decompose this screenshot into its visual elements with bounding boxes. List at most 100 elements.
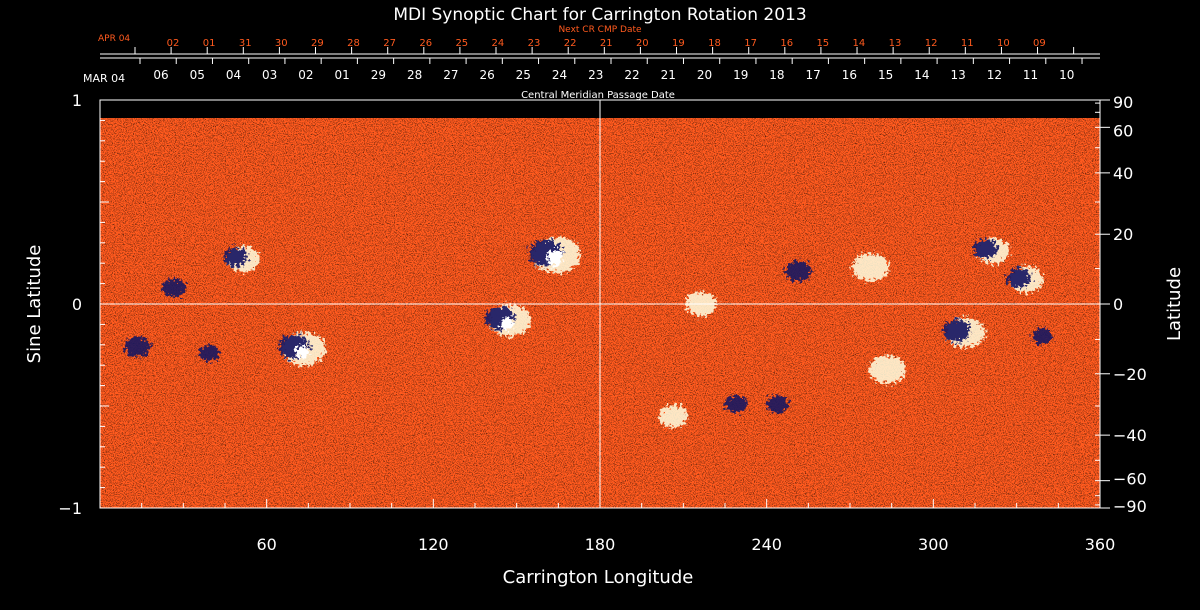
positive-flux — [852, 253, 890, 282]
next-cmp-date-label: 12 — [925, 38, 938, 49]
negative-flux — [766, 395, 789, 413]
negative-flux — [785, 261, 812, 282]
active-region — [162, 278, 187, 298]
negative-flux — [973, 239, 998, 259]
negative-flux — [223, 247, 248, 267]
next-cmp-date-label: 21 — [600, 38, 613, 49]
active-region — [973, 237, 1010, 264]
cmp-date-label: 12 — [987, 68, 1002, 82]
positive-flux — [868, 355, 906, 384]
next-cmp-date-label: 29 — [311, 38, 324, 49]
x-tick-label: 120 — [418, 535, 449, 554]
negative-flux — [725, 395, 748, 413]
next-cmp-date-label: 16 — [780, 38, 793, 49]
active-region — [785, 261, 812, 282]
cmp-date-label: 16 — [842, 68, 857, 82]
cmp-date-label: 28 — [407, 68, 422, 82]
next-cmp-date-label: 23 — [528, 38, 541, 49]
cmp-date-label: 06 — [153, 68, 168, 82]
cmp-ticks: 06 05 04 03 02 01 29 28 27 26 25 24 23 22 21 20 19 18 17 16… — [139, 58, 1083, 82]
cmp-date-label: 19 — [733, 68, 748, 82]
next-cmp-date-label: 20 — [636, 38, 649, 49]
cmp-axis-label: Central Meridian Passage Date — [521, 90, 675, 101]
active-region — [278, 332, 326, 366]
y-right-axis-ticks: 90 60 40 20 0 −20 −40 −60 −90 — [1095, 93, 1147, 516]
active-region — [725, 395, 748, 413]
y-left-axis-label: Sine Latitude — [24, 245, 45, 364]
cmp-date-label: 26 — [479, 68, 494, 82]
active-region — [868, 355, 906, 384]
y-left-axis-ticks: 1 0 −1 — [58, 91, 109, 518]
cmp-date-label: 21 — [661, 68, 676, 82]
next-cmp-axis-label: Next CR CMP Date — [558, 25, 642, 35]
next-cmp-date-label: 09 — [1033, 38, 1046, 49]
next-cmp-date-label: 26 — [419, 38, 432, 49]
cmp-date-label: 15 — [878, 68, 893, 82]
active-regions — [124, 237, 1053, 428]
next-cmp-date-label: 13 — [889, 38, 902, 49]
cmp-date-label: 03 — [262, 68, 277, 82]
active-region — [199, 344, 220, 362]
active-region — [659, 405, 688, 428]
y-right-tick-label: −60 — [1113, 470, 1147, 489]
x-tick-label: 60 — [256, 535, 276, 554]
cmp-date-label: 22 — [624, 68, 639, 82]
y-right-tick-label: 0 — [1113, 295, 1123, 314]
y-right-tick-label: 40 — [1113, 164, 1133, 183]
next-cmp-date-label: 22 — [564, 38, 577, 49]
chart-title: MDI Synoptic Chart for Carrington Rotati… — [393, 5, 806, 25]
cmp-date-label: 14 — [914, 68, 929, 82]
cmp-date-label: 13 — [950, 68, 965, 82]
cmp-date-label: 02 — [298, 68, 313, 82]
next-cmp-date-label: 01 — [203, 38, 216, 49]
next-cmp-date-label: 30 — [275, 38, 288, 49]
cmp-date-label: 23 — [588, 68, 603, 82]
next-cmp-date-label: 18 — [708, 38, 721, 49]
strong-flux-core — [295, 345, 309, 359]
y-left-tick-label: 0 — [72, 295, 82, 314]
cmp-date-label: 27 — [443, 68, 458, 82]
next-cmp-date-label: 11 — [961, 38, 974, 49]
next-cmp-date-label: 19 — [672, 38, 685, 49]
next-cmp-date-label: 10 — [997, 38, 1010, 49]
active-region — [124, 336, 151, 358]
x-tick-label: 360 — [1085, 535, 1116, 554]
cmp-date-label: 01 — [335, 68, 350, 82]
cmp-date-label: 20 — [697, 68, 712, 82]
negative-flux — [1032, 328, 1053, 345]
cmp-date-label: 24 — [552, 68, 567, 82]
cmp-date-label: 25 — [516, 68, 531, 82]
active-region — [223, 246, 260, 273]
next-cmp-date-label: 28 — [347, 38, 360, 49]
next-cmp-date-label: 31 — [239, 38, 252, 49]
next-cmp-date-label: 27 — [383, 38, 396, 49]
active-region — [852, 253, 890, 282]
negative-flux — [199, 344, 220, 362]
negative-flux — [942, 319, 971, 342]
next-cmp-date-label: 02 — [167, 38, 180, 49]
y-right-tick-label: −20 — [1113, 365, 1147, 384]
negative-flux — [124, 336, 151, 358]
cmp-date-label: 29 — [371, 68, 386, 82]
next-cmp-date-label: 15 — [816, 38, 829, 49]
active-region — [528, 237, 581, 274]
x-axis-ticks: 60 120 180 240 300 360 — [99, 499, 1116, 554]
cmp-date-label: 10 — [1059, 68, 1074, 82]
y-right-axis-label: Latitude — [1164, 267, 1185, 341]
next-cmp-date-label: 24 — [492, 38, 505, 49]
next-cmp-start-label: APR 04 — [98, 34, 130, 44]
next-cmp-date-label: 14 — [853, 38, 866, 49]
cmp-date-label: 17 — [806, 68, 821, 82]
cmp-date-label: 18 — [769, 68, 784, 82]
next-cmp-date-label: 25 — [455, 38, 468, 49]
x-tick-label: 180 — [585, 535, 616, 554]
active-region — [766, 395, 789, 413]
next-cmp-ticks: 02 01 31 30 29 28 27 26 25 24 23 22 21 20 19 18 17 16 15 14… — [134, 38, 1075, 54]
active-region — [942, 317, 985, 348]
strong-flux-core — [501, 316, 514, 330]
cmp-date-label: 11 — [1023, 68, 1038, 82]
y-left-tick-label: −1 — [58, 499, 82, 518]
active-region — [484, 304, 531, 337]
y-right-tick-label: −40 — [1113, 426, 1147, 445]
